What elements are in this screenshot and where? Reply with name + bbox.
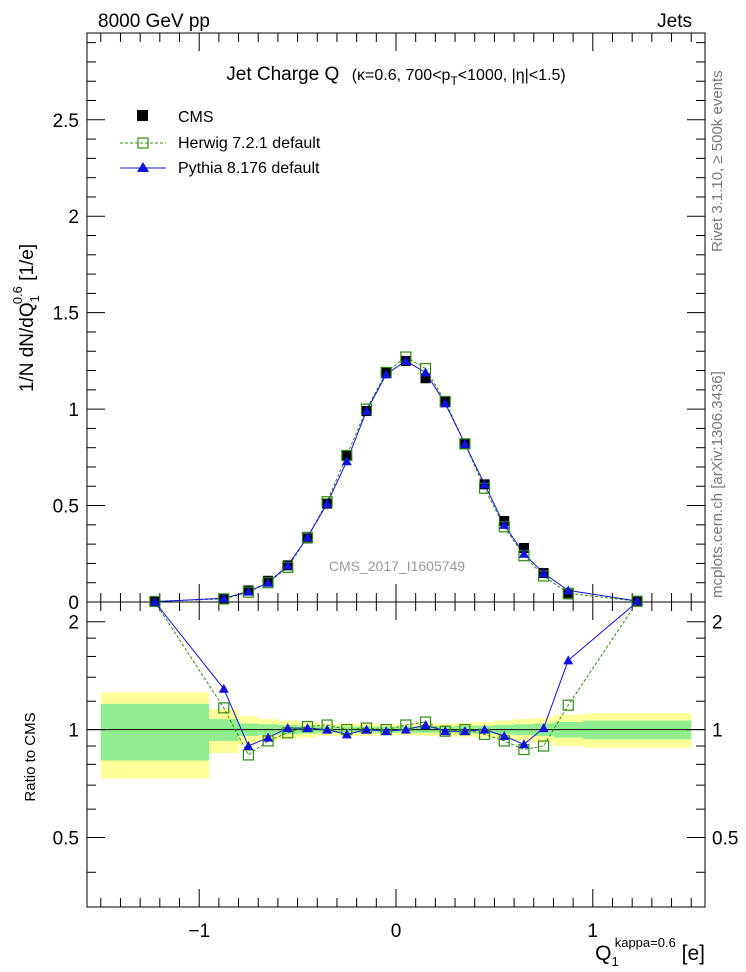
- legend-pythia-label: Pythia 8.176 default: [178, 160, 320, 177]
- y-tick-label: 1.5: [53, 304, 79, 325]
- legend-pythia-marker: [137, 162, 149, 172]
- ratio-herwig-point: [538, 740, 550, 752]
- ratio-y-tick-label-left: 1: [68, 721, 79, 742]
- y-tick-label: 0.5: [53, 497, 79, 518]
- pythia-point: [499, 519, 510, 529]
- ratio-band-inner: [100, 703, 210, 761]
- x-tick-label: 0: [391, 921, 402, 942]
- pythia-point: [459, 438, 470, 448]
- x-axis-label-unit: [e]: [676, 942, 705, 965]
- ratio-pythia-point: [243, 741, 254, 751]
- pythia-point: [420, 367, 431, 377]
- pythia-point: [632, 596, 643, 606]
- ratio-uncertainty-bands: [100, 692, 692, 779]
- x-tick-label: −1: [188, 921, 210, 942]
- y-axis-label-unit: [1/e]: [17, 244, 38, 286]
- x-axis-label-main: Q: [595, 942, 611, 965]
- ratio-pythia-point: [420, 720, 431, 730]
- chart-title-cut-a: (κ=0.6, 700<p: [352, 67, 451, 84]
- analysis-watermark: CMS_2017_I1605749: [329, 558, 465, 574]
- data-series: [149, 351, 643, 761]
- ratio-pythia-point: [518, 739, 529, 749]
- chart-title-cut-b: <1000, |η|<1.5): [458, 67, 566, 84]
- y-tick-label: 2: [68, 207, 79, 228]
- ratio-pythia-point: [218, 683, 229, 693]
- ratio-y-tick-label-right: 0.5: [712, 829, 738, 850]
- ratio-pythia-point: [563, 655, 574, 665]
- ratio-pythia-point: [322, 724, 333, 734]
- pythia-point: [243, 586, 254, 596]
- herwig-point: [149, 595, 161, 608]
- y-axis-label-sub: 1: [27, 295, 42, 302]
- chart-title-cut-sub: T: [450, 74, 458, 88]
- axis-ticks: [87, 33, 705, 907]
- ratio-pythia-point: [400, 724, 411, 734]
- pythia-point: [563, 585, 574, 595]
- pythia-point: [149, 596, 160, 606]
- pythia-point: [322, 498, 333, 508]
- pythia-point: [361, 406, 372, 416]
- ratio-herwig-point: [218, 702, 230, 714]
- ratio-pythia-point: [381, 726, 392, 736]
- mcplots-source-text: mcplots.cern.ch [arXiv:1306.3436]: [709, 371, 726, 598]
- y-axis-label-sup: 0.6: [10, 286, 25, 304]
- axis-tick-labels: −1 0 1 0 0.5 1 1.5 2 2.5 0.5 0.5 1 1 2 2: [53, 111, 739, 942]
- pythia-point: [518, 548, 529, 558]
- ratio-pythia-point: [263, 732, 274, 742]
- y-axis-label-main: 1/N dN/dQ: [17, 302, 38, 392]
- x-axis-label: Q1 kappa=0.6 [e]: [595, 935, 705, 969]
- cms-point: [341, 450, 352, 461]
- pythia-point: [479, 479, 490, 489]
- chart-title: Jet Charge Q (κ=0.6, 700<pT<1000, |η|<1.…: [226, 64, 566, 88]
- ratio-pythia-point: [302, 723, 313, 733]
- y-tick-label: 0: [68, 593, 79, 614]
- ratio-pythia-point: [361, 724, 372, 734]
- ratio-y-tick-label-left: 0.5: [53, 829, 79, 850]
- legend-cms-marker: [137, 110, 148, 121]
- pythia-point: [538, 568, 549, 578]
- ratio-pythia-point: [341, 729, 352, 739]
- ratio-y-axis-label: Ratio to CMS: [22, 712, 39, 801]
- cms-point: [518, 542, 529, 553]
- ratio-y-tick-label-left: 2: [68, 613, 79, 634]
- ratio-herwig-point: [242, 749, 254, 761]
- ratio-pythia-point: [499, 730, 510, 740]
- chart-title-main: Jet Charge Q: [226, 64, 339, 85]
- pythia-point: [400, 355, 411, 365]
- y-tick-label: 2.5: [53, 111, 79, 132]
- legend: CMS Herwig 7.2.1 default Pythia 8.176 de…: [120, 109, 321, 177]
- pythia-point: [263, 577, 274, 587]
- cms-point: [420, 373, 431, 384]
- rivet-version-text: Rivet 3.1.10, ≥ 500k events: [709, 70, 726, 252]
- ratio-y-tick-label-right: 1: [712, 721, 723, 742]
- pythia-point: [381, 369, 392, 379]
- legend-herwig-label: Herwig 7.2.1 default: [178, 135, 321, 152]
- y-axis-label: 1/N dN/dQ10.6 [1/e]: [10, 244, 42, 392]
- y-tick-label: 1: [68, 400, 79, 421]
- x-axis-label-sub: 1: [611, 954, 618, 969]
- header-right: Jets: [657, 11, 692, 32]
- pythia-point: [440, 398, 451, 408]
- ratio-pythia-point: [282, 723, 293, 733]
- ratio-pythia-point: [440, 726, 451, 736]
- pythia-point: [218, 593, 229, 603]
- legend-cms-label: CMS: [178, 109, 214, 126]
- header-left: 8000 GeV pp: [98, 11, 210, 32]
- ratio-pythia-point: [479, 724, 490, 734]
- legend-herwig-marker: [137, 137, 149, 149]
- x-tick-label: 1: [588, 921, 599, 942]
- x-axis-label-sup: kappa=0.6: [615, 935, 676, 950]
- pythia-point: [302, 532, 313, 542]
- ratio-herwig-point: [562, 699, 574, 711]
- pythia-point: [341, 456, 352, 466]
- ratio-pythia-point: [538, 723, 549, 733]
- ratio-y-tick-label-right: 2: [712, 613, 723, 634]
- ratio-pythia-point: [459, 726, 470, 736]
- pythia-point: [282, 560, 293, 570]
